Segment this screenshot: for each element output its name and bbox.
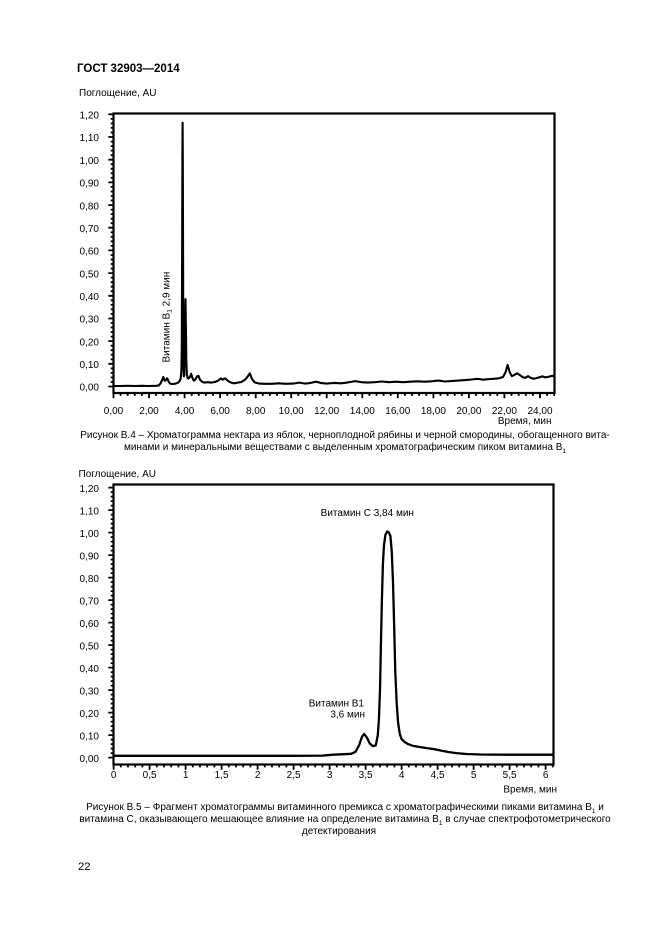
svg-text:Поглощение, AU: Поглощение, AU (79, 88, 156, 99)
svg-text:0,60: 0,60 (80, 619, 100, 630)
svg-text:0,00: 0,00 (80, 383, 100, 394)
svg-text:Витамин В1: Витамин В1 (309, 699, 365, 710)
svg-text:5: 5 (471, 770, 477, 781)
svg-text:Время, мин: Время, мин (498, 416, 552, 427)
svg-text:0,00: 0,00 (104, 406, 124, 417)
svg-text:16,00: 16,00 (385, 406, 410, 417)
svg-text:0,40: 0,40 (80, 664, 100, 675)
svg-text:4,5: 4,5 (431, 770, 445, 781)
svg-text:12,00: 12,00 (314, 406, 339, 417)
svg-text:4: 4 (399, 770, 405, 781)
svg-text:14,00: 14,00 (350, 406, 375, 417)
svg-text:Время, мин: Время, мин (503, 785, 557, 796)
svg-text:0,80: 0,80 (80, 574, 100, 585)
svg-text:22,00: 22,00 (492, 406, 517, 417)
svg-text:0,90: 0,90 (80, 179, 100, 190)
svg-text:0,10: 0,10 (80, 360, 100, 371)
svg-text:0,80: 0,80 (80, 201, 100, 212)
svg-text:24,00: 24,00 (527, 406, 552, 417)
svg-text:2: 2 (255, 770, 261, 781)
svg-text:1,00: 1,00 (80, 529, 100, 540)
svg-text:10,00: 10,00 (279, 406, 304, 417)
svg-text:1,20: 1,20 (80, 484, 100, 495)
svg-text:3,5: 3,5 (359, 770, 373, 781)
svg-text:8,00: 8,00 (246, 406, 266, 417)
svg-text:0,90: 0,90 (80, 551, 100, 562)
svg-text:18,00: 18,00 (421, 406, 446, 417)
svg-text:1,00: 1,00 (80, 156, 100, 167)
svg-text:6: 6 (543, 770, 549, 781)
svg-text:0,00: 0,00 (80, 754, 100, 765)
svg-text:Витамин С 3,84 мин: Витамин С 3,84 мин (321, 508, 414, 519)
svg-text:Витамин В1 2,9 мин: Витамин В1 2,9 мин (162, 272, 174, 363)
svg-text:1,10: 1,10 (80, 133, 100, 144)
svg-text:6,00: 6,00 (210, 406, 230, 417)
svg-text:0,50: 0,50 (80, 641, 100, 652)
svg-text:4,00: 4,00 (175, 406, 195, 417)
svg-text:0,10: 0,10 (80, 731, 100, 742)
svg-text:0,70: 0,70 (80, 596, 100, 607)
svg-text:3: 3 (327, 770, 333, 781)
svg-text:1,20: 1,20 (80, 111, 100, 122)
svg-text:0,40: 0,40 (80, 292, 100, 303)
svg-text:0: 0 (111, 770, 117, 781)
svg-text:5,5: 5,5 (503, 770, 517, 781)
svg-text:0,30: 0,30 (80, 686, 100, 697)
svg-text:2,5: 2,5 (287, 770, 301, 781)
svg-text:0,60: 0,60 (80, 247, 100, 258)
svg-text:0,20: 0,20 (80, 709, 100, 720)
svg-text:0,30: 0,30 (80, 315, 100, 326)
svg-text:1,10: 1,10 (80, 506, 100, 517)
svg-text:0,5: 0,5 (143, 770, 157, 781)
svg-text:0,70: 0,70 (80, 224, 100, 235)
svg-text:0,50: 0,50 (80, 269, 100, 280)
svg-text:3,6 мин: 3,6 мин (330, 710, 365, 721)
svg-text:2,00: 2,00 (139, 406, 159, 417)
svg-text:20,00: 20,00 (456, 406, 481, 417)
svg-text:Поглощение, AU: Поглощение, AU (79, 469, 156, 480)
svg-text:1,5: 1,5 (215, 770, 229, 781)
svg-text:1: 1 (183, 770, 189, 781)
svg-text:0,20: 0,20 (80, 337, 100, 348)
